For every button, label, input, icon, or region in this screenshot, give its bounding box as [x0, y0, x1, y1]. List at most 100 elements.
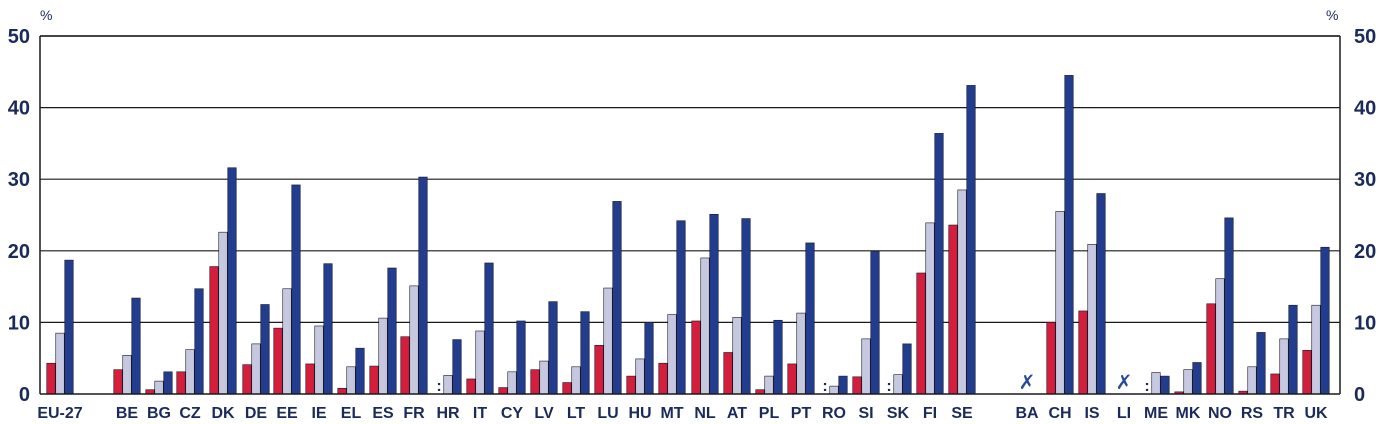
bar-mt-s1 [658, 362, 668, 395]
bar-si-s1 [852, 376, 862, 395]
bar-lt-s2 [571, 366, 581, 395]
bar-si-s2 [861, 338, 871, 395]
bar-is-s2 [1087, 244, 1097, 395]
x-tick-label: UK [1304, 405, 1328, 422]
y-tick-label-left: 30 [8, 169, 30, 191]
bar-es-s3 [387, 267, 397, 395]
bars [46, 75, 1330, 395]
bar-pl-s2 [764, 375, 774, 395]
bar-at-s2 [732, 317, 742, 395]
bar-tr-s2 [1279, 338, 1289, 395]
bar-es-s2 [378, 317, 388, 395]
bar-fi-s3 [934, 133, 944, 395]
bar-de-s2 [251, 343, 261, 395]
x-tick-label: RS [1241, 405, 1264, 422]
bar-de-s3 [260, 304, 270, 395]
x-tick-label: MK [1176, 405, 1201, 422]
bar-lv-s2 [539, 360, 549, 395]
x-tick-label: DE [245, 405, 268, 422]
bar-eu-27-s1 [46, 362, 56, 395]
bar-uk-s2 [1311, 304, 1321, 395]
plot-frame [39, 35, 1341, 395]
y-tick-label-left: 20 [8, 241, 30, 263]
bar-hu-s3 [644, 322, 654, 395]
bar-ch-s1 [1046, 322, 1056, 395]
bar-lu-s1 [594, 345, 604, 395]
bar-sk-s2 [893, 374, 903, 395]
bar-pt-s1 [787, 363, 797, 395]
x-tick-label: IS [1084, 405, 1099, 422]
y-tick-label-right: 20 [1354, 241, 1376, 263]
x-tick-label: FR [403, 405, 425, 422]
x-tick-label: ES [372, 405, 394, 422]
not-available-marker: : [822, 378, 827, 395]
x-tick-label: SE [951, 405, 973, 422]
special-markers: :::: ✗ ✗ [436, 370, 1149, 395]
bar-ch-s3 [1064, 75, 1074, 395]
bar-at-s3 [741, 218, 751, 395]
bar-cz-s3 [194, 288, 204, 395]
x-tick-label: ME [1144, 405, 1168, 422]
x-tick-label: BA [1015, 405, 1039, 422]
bar-mk-s2 [1183, 369, 1193, 395]
bar-cz-s2 [185, 349, 195, 395]
confidential-marker: ✗ [1019, 370, 1036, 394]
y-unit-right: % [1326, 7, 1338, 23]
bar-bg-s2 [154, 380, 164, 395]
bar-ee-s1 [273, 327, 283, 395]
bar-cy-s1 [498, 387, 508, 395]
x-tick-label: EL [341, 405, 362, 422]
x-tick-label: CH [1048, 405, 1071, 422]
not-available-marker: : [886, 378, 891, 395]
bar-mt-s2 [667, 314, 677, 395]
y-tick-label-left: 10 [8, 312, 30, 334]
x-tick-label: CZ [179, 405, 201, 422]
bar-no-s2 [1215, 278, 1225, 395]
x-tick-label: IT [473, 405, 487, 422]
x-tick-label: MT [660, 405, 683, 422]
bar-tr-s3 [1288, 304, 1298, 395]
bar-mt-s3 [676, 220, 686, 395]
x-tick-label: RO [822, 405, 846, 422]
bar-dk-s3 [227, 167, 237, 395]
bar-hu-s2 [635, 358, 645, 395]
bar-it-s3 [484, 262, 494, 395]
bar-es-s1 [369, 365, 379, 395]
bar-ie-s2 [314, 325, 324, 395]
x-tick-label: SI [858, 405, 873, 422]
x-tick-label: HU [628, 405, 651, 422]
confidential-marker: ✗ [1116, 370, 1133, 394]
not-available-marker: : [436, 378, 441, 395]
x-tick-label: HR [436, 405, 460, 422]
x-tick-label: TR [1273, 405, 1295, 422]
x-tick-label: PL [759, 405, 780, 422]
x-tick-label: DK [211, 405, 235, 422]
x-tick-label: PT [791, 405, 812, 422]
bar-eu-27-s3 [64, 259, 74, 395]
x-tick-label: IE [311, 405, 326, 422]
bar-it-s1 [466, 378, 476, 395]
y-tick-label-left: 50 [8, 26, 30, 48]
bar-pt-s3 [805, 242, 815, 395]
bar-fi-s1 [916, 272, 926, 395]
bar-mk-s3 [1192, 362, 1202, 395]
y-tick-label-right: 30 [1354, 169, 1376, 191]
y-tick-label-right: 0 [1354, 384, 1365, 406]
bar-fi-s2 [925, 222, 935, 395]
bar-ro-s2 [829, 385, 839, 395]
x-tick-label: LT [567, 405, 586, 422]
y-tick-label-right: 10 [1354, 312, 1376, 334]
bar-is-s3 [1096, 193, 1106, 395]
x-tick-label: NL [694, 405, 716, 422]
bar-rs-s3 [1256, 332, 1266, 395]
bar-bg-s3 [163, 371, 173, 395]
y-tick-label-right: 40 [1354, 98, 1376, 120]
bar-se-s1 [948, 224, 958, 395]
bar-ee-s2 [282, 288, 292, 395]
y-unit-left: % [40, 7, 52, 23]
x-tick-label: BG [147, 405, 171, 422]
bar-si-s3 [870, 251, 880, 395]
bar-se-s2 [957, 189, 967, 395]
bar-nl-s3 [709, 213, 719, 395]
